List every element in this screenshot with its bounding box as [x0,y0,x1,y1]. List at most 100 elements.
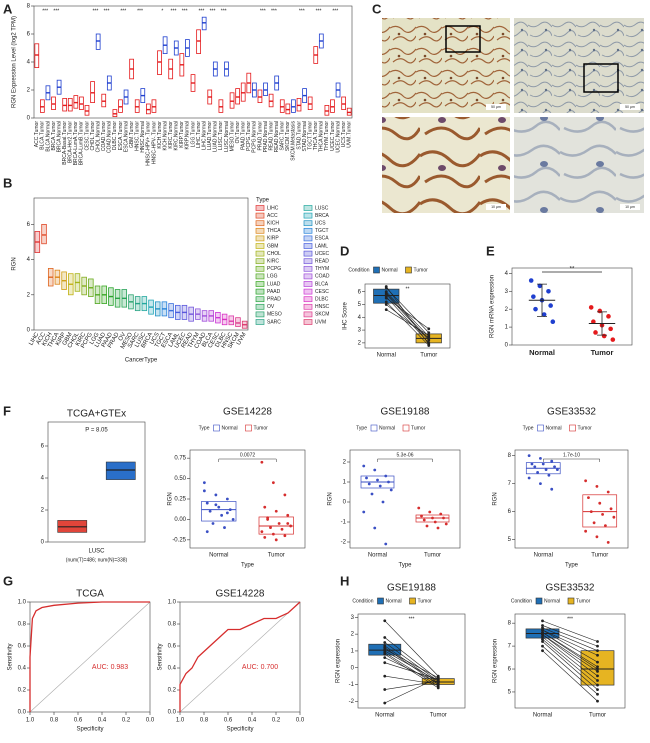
legend-swatch [303,212,313,219]
point [436,676,440,680]
x-tick-label: THYM.Tumor [324,121,330,151]
point [427,331,431,335]
pair-line [386,292,429,340]
x-label: Specificity [76,727,103,733]
x-tick-label: 0.2 [122,718,131,724]
scale-label: 50 μm [491,105,501,109]
y-tick-label: 8 [508,453,512,459]
legend-swatch [303,243,313,249]
legend-title: Type [256,198,270,204]
legend-label: Tumor [411,425,426,431]
point [384,300,388,304]
legend-label: LUSC [315,205,329,211]
significance: *** [53,8,59,14]
legend-label: UCEC [315,251,330,257]
x-tick-label: Normal [529,348,555,357]
legend-swatch [569,424,576,432]
p-value: P = 8.05 [85,428,108,434]
x-tick-label: Tumor [589,713,606,719]
point [537,283,543,289]
significance: *** [104,8,110,14]
pair-line [542,636,598,681]
x-tick-label: KIRP.Normal [185,121,191,150]
legend-swatch [303,319,313,325]
reference-line [179,601,301,713]
point [228,508,232,512]
point [266,516,270,520]
legend-swatch [567,597,575,605]
chart-title: GSE14228 [216,589,265,600]
legend-swatch [255,227,265,234]
x-tick-label: UVM [236,332,248,347]
point [384,291,388,295]
pair-line [386,304,429,338]
legend-label: Tumor [414,267,429,273]
point [225,511,229,515]
x-tick-label: KIRP.Tumor [179,121,185,148]
significance: *** [92,8,98,14]
pair-line [542,645,598,695]
legend-title: Type [356,425,367,431]
x-tick-label: THCA.Tumor [313,121,319,151]
inset-box [583,63,619,93]
point [527,476,531,480]
point [383,636,387,639]
point [598,501,602,505]
x-label: CancerType [125,358,158,364]
point [597,308,603,314]
x-tick-label: BRCA-LumA.Tumor [73,121,79,166]
point [442,516,445,520]
point [444,522,448,526]
x-tick-label: SKCM.Tumor [285,121,291,151]
legend-label: THCA [267,228,281,234]
y-tick-label: 0.4 [18,666,27,672]
x-tick-label: Tumor [420,353,437,359]
point [383,619,387,623]
significance: *** [210,8,216,14]
legend-swatch [213,424,220,432]
legend-swatch [303,235,313,242]
y-tick-label: 0 [505,343,509,349]
point [433,520,437,524]
point [550,459,554,463]
legend-swatch [303,288,313,295]
x-tick-label: OV [118,332,128,343]
point [592,521,596,525]
x-tick-label: READ.Normal [274,121,280,152]
x-tick-label: 0.8 [200,718,209,724]
legend-label: Normal [222,425,238,431]
legend-label: Tumor [418,598,433,604]
legend-swatch [303,303,313,310]
legend-label: KIRC [267,259,279,265]
y-tick-label: 1 [343,480,347,486]
legend-title: Type [199,425,210,431]
y-tick-label: 2 [505,307,509,313]
legend-label: SARC [267,319,281,325]
scale-label: 10 μm [491,205,501,209]
x-label: Type [565,563,579,569]
x-tick-label: STAD.Normal [302,121,308,151]
y-tick-label: 0.25 [174,497,186,503]
x-tick-label: Tumor [268,553,285,559]
x-tick-label: Tumor [430,713,447,719]
y-tick-label: 0.4 [168,666,177,672]
point [214,493,218,497]
legend-label: THYM [315,266,329,272]
legend-swatch [255,258,265,265]
x-tick-label: 1.0 [176,718,185,724]
x-tick-label: 0.0 [146,718,155,724]
significance: *** [42,8,48,14]
legend-swatch [255,243,265,249]
point [202,481,206,485]
point [420,514,423,518]
point [439,512,443,516]
y-tick-label: 6 [508,667,512,673]
point [587,496,590,499]
y-tick-label: 6 [508,509,512,515]
point [384,474,388,478]
x-tick-label: CHOL.Normal [95,121,101,152]
pair-line [542,634,598,677]
legend-swatch [255,296,265,303]
legend-swatch [303,281,313,287]
legend-label: COAD [315,274,330,280]
